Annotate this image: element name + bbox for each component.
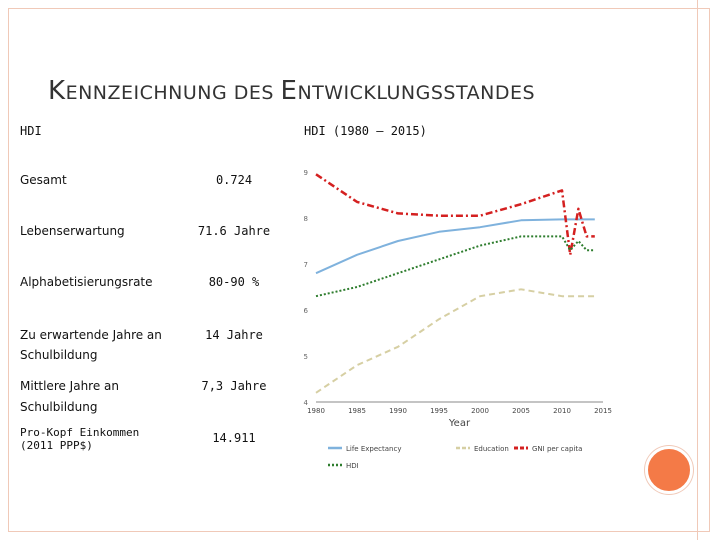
- x-tick-label: 2015: [594, 407, 612, 415]
- x-tick-label: 1990: [389, 407, 407, 415]
- x-tick-label: 2010: [553, 407, 571, 415]
- series-line-gni-per-capita: [315, 173, 595, 257]
- title-part-4: NTWICKLUNGSSTANDES: [297, 82, 536, 104]
- x-tick-label: 1995: [430, 407, 448, 415]
- slide-frame: [8, 8, 710, 532]
- row-value-einkommen: 14.911: [212, 431, 256, 445]
- row-value-alphabetisierung: 80-90 %: [208, 275, 260, 289]
- row-label-gesamt: Gesamt: [20, 173, 67, 187]
- slide-title: KENNZEICHNUNG DES ENTWICKLUNGSSTANDES: [48, 76, 535, 106]
- y-tick-label: 9: [304, 169, 308, 177]
- legend-label: HDI: [346, 462, 359, 470]
- series-line-hdi: [315, 235, 595, 298]
- header-hdi-range: HDI (1980 – 2015): [304, 124, 427, 138]
- row-value-mittlere: 7,3 Jahre: [201, 379, 267, 393]
- y-tick-label: 6: [304, 307, 309, 315]
- legend-label: Education: [474, 445, 509, 453]
- series-line-life-expectancy: [315, 218, 595, 275]
- legend-label: GNI per capita: [532, 445, 582, 453]
- row-label-lebenserwartung: Lebenserwartung: [20, 224, 125, 238]
- y-tick-label: 8: [304, 215, 308, 223]
- row-label-mittlere-1: Mittlere Jahre an: [20, 379, 120, 393]
- title-part-2: ENNZEICHNUNG DES: [65, 82, 281, 104]
- row-label-alphabetisierung: Alphabetisierungsrate: [20, 275, 153, 289]
- row-label-einkommen-1: Pro-Kopf Einkommen: [20, 426, 140, 439]
- row-value-zu-erwartende: 14 Jahre: [205, 328, 263, 342]
- y-tick-label: 7: [304, 261, 308, 269]
- title-part-1: K: [48, 76, 66, 106]
- y-tick-label: 5: [304, 353, 308, 361]
- x-tick-label: 2005: [512, 407, 530, 415]
- row-label-einkommen-2: (2011 PPP$): [20, 439, 93, 452]
- x-tick-label: 1985: [348, 407, 366, 415]
- series-line-education: [315, 288, 595, 394]
- legend-label: Life Expectancy: [346, 445, 401, 453]
- decorative-circle: [645, 446, 693, 494]
- row-value-gesamt: 0.724: [215, 173, 253, 187]
- hdi-line-chart: 4 5 6 7 8 9 1980 1985 1990 1995 2000 2005 2010 2015 Ye…: [304, 169, 612, 470]
- header-hdi: HDI: [20, 124, 42, 138]
- row-label-zu-erwartende-2: Schulbildung: [20, 348, 98, 362]
- row-label-zu-erwartende-1: Zu erwartende Jahre an: [20, 328, 162, 342]
- x-axis-title: Year: [448, 418, 471, 429]
- title-part-3: E: [280, 76, 298, 106]
- y-tick-label: 4: [304, 399, 309, 407]
- row-label-mittlere-2: Schulbildung: [20, 400, 98, 414]
- x-tick-label: 2000: [471, 407, 489, 415]
- x-tick-label: 1980: [307, 407, 325, 415]
- row-value-lebenserwartung: 71.6 Jahre: [197, 224, 271, 238]
- slide-right-rule: [697, 0, 698, 540]
